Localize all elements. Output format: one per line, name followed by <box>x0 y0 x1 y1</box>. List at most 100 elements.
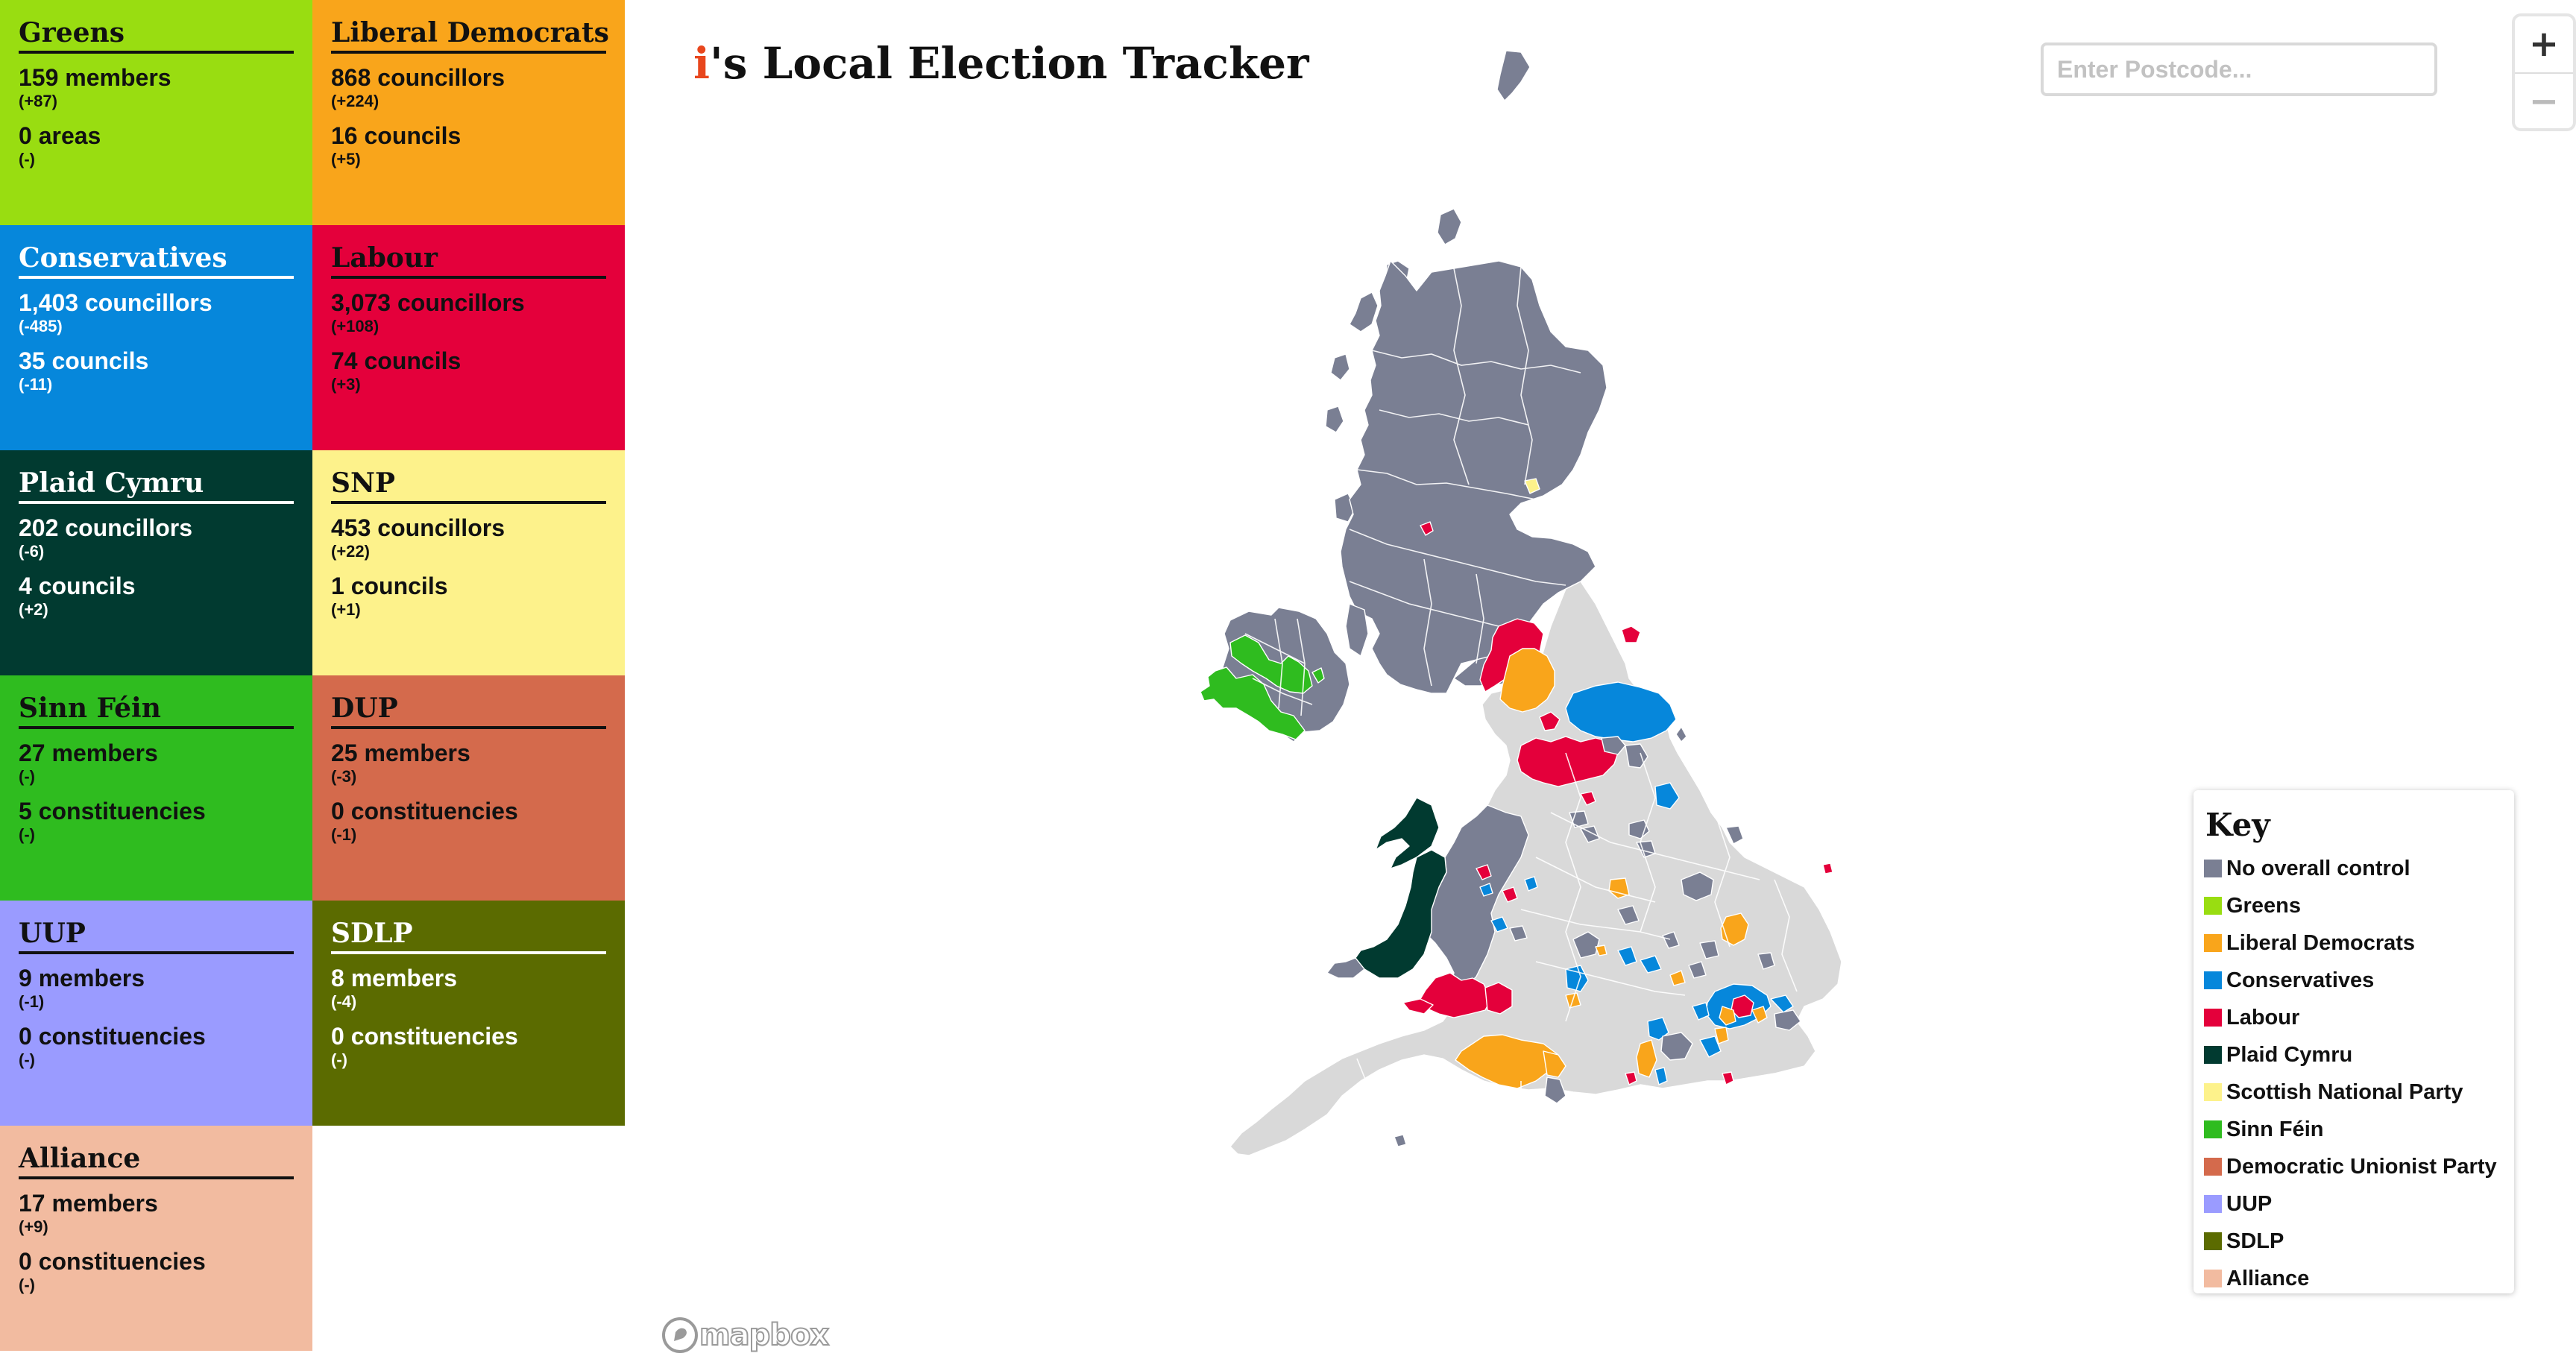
legend-label: Labour <box>2226 1005 2300 1030</box>
map-area[interactable] <box>1660 1032 1693 1061</box>
map-area[interactable] <box>1770 994 1794 1013</box>
map-area[interactable] <box>1699 940 1719 959</box>
map-area[interactable] <box>1580 791 1596 806</box>
party-card-sinn-fein[interactable]: Sinn Féin 27 members (-) 5 constituencies (-… <box>0 675 312 901</box>
map-area[interactable] <box>1543 1050 1566 1078</box>
map-region-england-wales[interactable] <box>1229 581 1842 1156</box>
map-area[interactable] <box>1437 208 1462 245</box>
zoom-in-button[interactable]: + <box>2528 23 2560 65</box>
party-seat-count: 202 councillors <box>19 514 192 541</box>
map-area[interactable] <box>1617 946 1637 966</box>
party-card-uup[interactable]: UUP 9 members (-1) 0 constituencies (-) <box>0 901 312 1126</box>
party-card-sdlp[interactable]: SDLP 8 members (-4) 0 constituencies (-) <box>312 901 625 1126</box>
map-area[interactable] <box>1595 945 1607 956</box>
zoom-out-button[interactable]: − <box>2515 72 2573 128</box>
title-accent: i <box>693 38 711 89</box>
map-area[interactable] <box>1311 667 1325 684</box>
party-card-labour[interactable]: Labour 3,073 councillors (+108) 74 councils… <box>312 225 625 450</box>
map-area[interactable] <box>1692 1002 1710 1021</box>
map-area[interactable] <box>1725 825 1744 845</box>
map-area[interactable] <box>1565 681 1677 743</box>
map-area[interactable] <box>1455 1034 1559 1089</box>
map-area[interactable] <box>1688 961 1707 979</box>
map-area[interactable] <box>1420 521 1434 536</box>
map-area[interactable] <box>1636 1039 1657 1078</box>
map-area[interactable] <box>1722 1071 1734 1085</box>
party-council-count: 74 councils <box>331 347 462 374</box>
party-seat-count: 453 councillors <box>331 514 505 541</box>
mapbox-attribution[interactable]: mapbox <box>661 1314 830 1356</box>
map-area[interactable] <box>1509 925 1528 942</box>
party-card-liberal-democrats[interactable]: Liberal Democrats 868 councillors (+224) 16… <box>312 0 625 225</box>
map-area[interactable] <box>1345 603 1369 657</box>
party-card-plaid-cymru[interactable]: Plaid Cymru 202 councillors (-6) 4 councils… <box>0 450 312 675</box>
map-area[interactable] <box>1699 1035 1722 1058</box>
map-area[interactable] <box>1662 931 1680 949</box>
map-area[interactable] <box>1326 957 1365 979</box>
party-card-dup[interactable]: DUP 25 members (-3) 0 constituencies (-1) <box>312 675 625 901</box>
map-area[interactable] <box>1720 912 1749 946</box>
party-name: Alliance <box>19 1142 294 1179</box>
map-area[interactable] <box>1544 1076 1566 1104</box>
map-area[interactable] <box>1654 782 1680 810</box>
map-area[interactable] <box>1822 863 1833 874</box>
legend-swatch <box>2204 934 2222 952</box>
party-seat-change: (+22) <box>331 542 370 561</box>
map-area[interactable] <box>1565 965 1589 992</box>
map-area[interactable] <box>1496 50 1531 101</box>
map-area[interactable] <box>1502 886 1518 903</box>
map-area[interactable] <box>1484 982 1513 1015</box>
party-council-change: (+1) <box>331 600 361 619</box>
map-area[interactable] <box>1479 883 1493 897</box>
map-area[interactable] <box>1608 877 1630 899</box>
party-card-greens[interactable]: Greens 159 members (+87) 0 areas (-) <box>0 0 312 225</box>
party-council-count: 0 areas <box>19 122 101 149</box>
legend-label: Alliance <box>2226 1266 2310 1290</box>
map-area[interactable] <box>1402 998 1434 1015</box>
map-area[interactable] <box>1654 1067 1668 1085</box>
map-area[interactable] <box>1355 849 1447 979</box>
map-area[interactable] <box>1200 666 1306 740</box>
map-area[interactable] <box>1524 478 1540 494</box>
map-area[interactable] <box>1330 353 1350 381</box>
uk-election-map[interactable] <box>1103 37 1961 1200</box>
map-area[interactable] <box>1669 970 1686 986</box>
map-area[interactable] <box>1601 736 1626 755</box>
map-area[interactable] <box>1640 955 1662 974</box>
map-area[interactable] <box>1499 648 1555 713</box>
legend-swatch <box>2204 1083 2222 1101</box>
legend-swatch <box>2204 860 2222 877</box>
map-area[interactable] <box>1539 711 1561 731</box>
map-area[interactable] <box>1325 406 1344 433</box>
party-card-alliance[interactable]: Alliance 17 members (+9) 0 constituencies (-… <box>0 1126 312 1351</box>
map-area[interactable] <box>1714 1027 1729 1044</box>
postcode-search-input[interactable] <box>2041 42 2437 96</box>
map-area[interactable] <box>1774 1009 1801 1031</box>
map-area[interactable] <box>1476 864 1492 880</box>
map-area[interactable] <box>1757 952 1775 970</box>
map-area[interactable] <box>1490 916 1508 933</box>
map-area[interactable] <box>1621 625 1641 643</box>
map-area[interactable] <box>1375 797 1440 869</box>
map-area[interactable] <box>1751 1006 1768 1024</box>
map-area[interactable] <box>1625 1071 1637 1085</box>
map-area[interactable] <box>1681 871 1714 901</box>
map-area[interactable] <box>1719 1006 1736 1026</box>
map-area[interactable] <box>1229 634 1313 694</box>
map-area[interactable] <box>1517 736 1619 787</box>
party-name: Plaid Cymru <box>19 467 294 504</box>
party-council-count: 0 constituencies <box>19 1023 206 1050</box>
party-card-conservatives[interactable]: Conservatives 1,403 councillors (-485) 35 c… <box>0 225 312 450</box>
map-area[interactable] <box>1394 1134 1407 1147</box>
party-card-snp[interactable]: SNP 453 councillors (+22) 1 councils (+1) <box>312 450 625 675</box>
map-area[interactable] <box>1349 291 1379 332</box>
map-area[interactable] <box>1617 905 1640 925</box>
map-area[interactable] <box>1524 876 1538 892</box>
map-region-northern-ireland[interactable] <box>1200 607 1350 743</box>
legend-label: No overall control <box>2226 856 2410 880</box>
legend-swatch <box>2204 971 2222 989</box>
legend-swatch <box>2204 1158 2222 1176</box>
map-area[interactable] <box>1675 726 1687 743</box>
map-area[interactable] <box>1628 819 1650 839</box>
map-region-scotland[interactable] <box>1325 50 1607 694</box>
